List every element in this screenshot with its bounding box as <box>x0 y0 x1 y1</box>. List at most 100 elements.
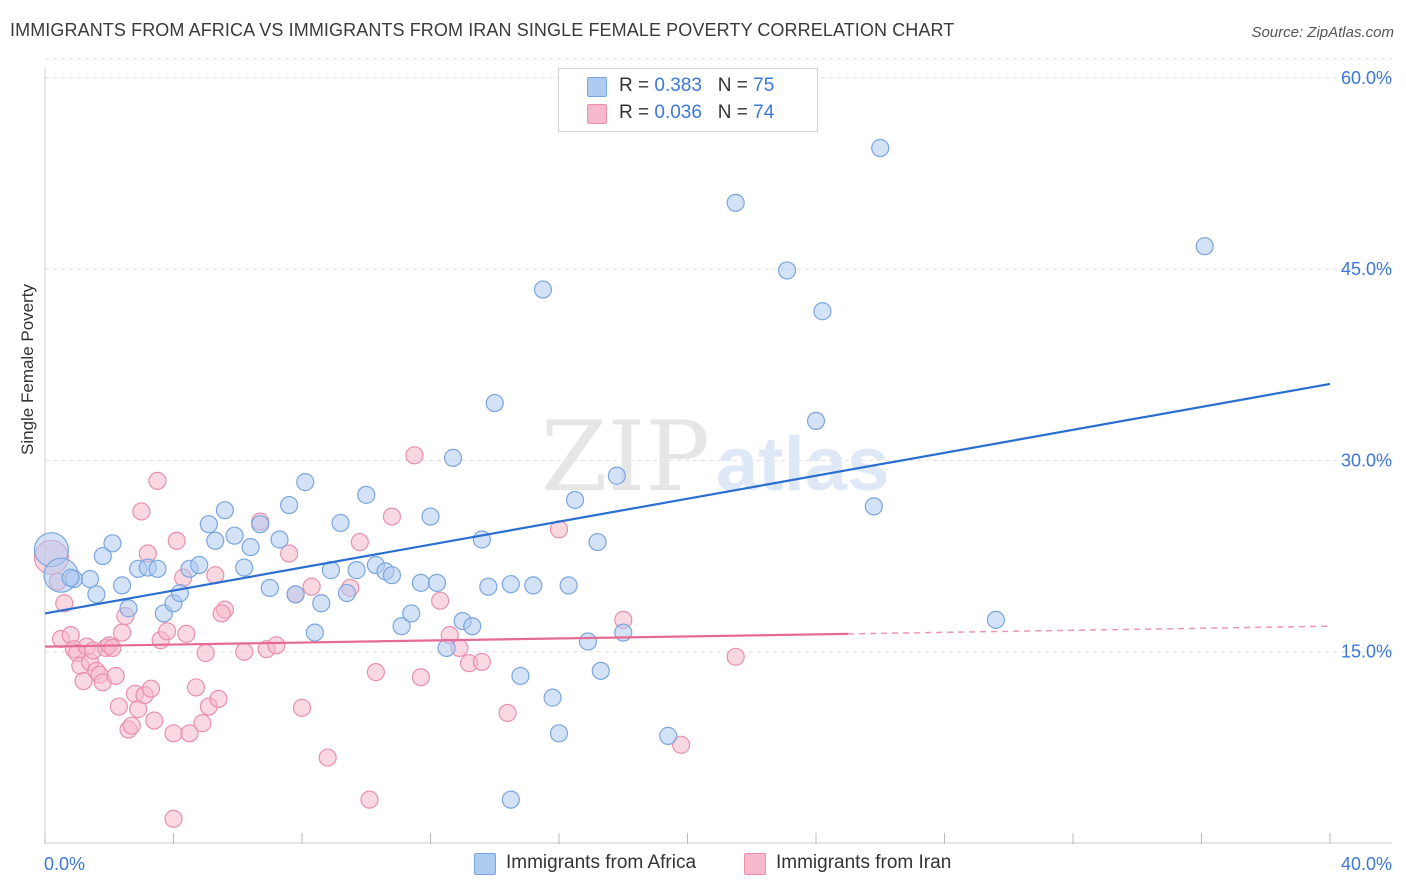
iran-point <box>167 531 186 550</box>
y-tick-label: 30.0% <box>1341 450 1392 470</box>
iran-point <box>280 544 299 563</box>
africa-point <box>305 623 324 642</box>
africa-trend-line <box>44 382 1331 615</box>
iran-point <box>360 790 379 809</box>
africa-point <box>347 561 366 580</box>
africa-point <box>421 507 440 526</box>
iran-point <box>235 642 254 661</box>
africa-point <box>80 569 100 589</box>
iran-point <box>164 809 183 828</box>
africa-point <box>543 688 562 707</box>
iran-point <box>498 703 517 723</box>
africa-point <box>659 726 678 745</box>
africa-point <box>270 530 289 549</box>
legend-r-label: R = <box>619 102 655 123</box>
africa-point <box>93 546 112 566</box>
africa-point <box>588 532 607 552</box>
iran-point <box>132 502 151 521</box>
iran-point <box>726 647 745 666</box>
iran-trend-line <box>44 632 849 648</box>
y-tick-label: 60.0% <box>1341 68 1392 88</box>
tick-labels: 15.0% 30.0% 45.0% 60.0% 0.0% 40.0% <box>44 68 1392 874</box>
legend-n-label: N = <box>717 75 754 96</box>
watermark: ZIP atlas <box>541 401 889 513</box>
legend-r-label: R = <box>619 75 655 96</box>
iran-point <box>112 623 132 642</box>
africa-point <box>565 490 585 510</box>
legend-swatch-africa <box>587 77 607 97</box>
africa-point <box>331 513 350 533</box>
watermark-atlas: atlas <box>716 422 889 507</box>
iran-point <box>267 636 286 655</box>
africa-point <box>199 515 218 534</box>
iran-trend-line-dashed <box>848 625 1331 635</box>
source-label: Source: ZipAtlas.com <box>1251 24 1394 41</box>
africa-point <box>235 558 254 577</box>
legend-text-iran: R = 0.036 N = 74 <box>619 102 774 124</box>
africa-point <box>427 573 447 592</box>
africa-point <box>280 495 299 515</box>
iran-point <box>196 643 215 663</box>
africa-point <box>260 578 279 598</box>
africa-point <box>485 393 504 413</box>
legend-n-value-iran: 74 <box>753 102 775 123</box>
africa-point <box>591 661 610 680</box>
africa-point <box>1195 237 1214 256</box>
legend-r-value-iran: 0.036 <box>654 102 702 123</box>
africa-points <box>33 138 1214 809</box>
iran-point <box>141 679 161 698</box>
axes <box>44 68 1392 844</box>
bottom-legend-swatch-iran <box>744 853 766 875</box>
africa-point <box>411 573 430 592</box>
africa-point <box>437 638 456 657</box>
africa-point <box>443 448 463 467</box>
africa-point <box>607 466 626 485</box>
africa-point <box>501 790 520 809</box>
iran-point <box>122 716 141 735</box>
africa-point <box>726 193 745 212</box>
legend-text-africa: R = 0.383 N = 75 <box>619 75 774 97</box>
iran-point <box>74 671 93 691</box>
africa-point <box>206 531 225 550</box>
africa-point <box>533 280 553 299</box>
africa-point <box>524 576 543 595</box>
iran-point <box>177 624 196 643</box>
x-tick-label: 0.0% <box>44 854 85 874</box>
iran-point <box>472 652 491 672</box>
africa-point <box>87 585 106 604</box>
africa-point <box>190 555 209 575</box>
africa-point <box>61 568 80 587</box>
africa-point <box>357 485 376 504</box>
iran-point <box>431 591 450 610</box>
africa-point <box>986 610 1006 629</box>
iran-point <box>292 698 312 717</box>
y-tick-label: 45.0% <box>1341 259 1392 279</box>
iran-point <box>109 697 128 716</box>
iran-point <box>366 663 385 682</box>
africa-point <box>511 666 530 686</box>
bottom-legend-label-africa: Immigrants from Africa <box>506 852 697 873</box>
africa-point <box>225 526 244 545</box>
legend-swatch-iran <box>587 104 607 124</box>
iran-point <box>148 471 167 490</box>
africa-point <box>337 583 357 603</box>
africa-point <box>148 559 167 578</box>
africa-point <box>578 632 598 651</box>
iran-point <box>103 638 122 657</box>
africa-point <box>559 576 578 595</box>
iran-point <box>145 711 164 730</box>
iran-point <box>318 748 337 767</box>
iran-point <box>157 622 177 641</box>
africa-point <box>382 566 402 585</box>
bottom-legend-label-iran: Immigrants from Iran <box>776 852 952 873</box>
africa-point <box>463 617 482 636</box>
africa-point <box>170 583 190 603</box>
watermark-zip: ZIP <box>541 401 710 513</box>
africa-point <box>241 538 260 557</box>
iran-point <box>209 689 228 709</box>
iran-point <box>382 507 402 526</box>
grid <box>45 58 1392 653</box>
legend-n-label: N = <box>717 102 754 123</box>
iran-point <box>193 714 212 733</box>
